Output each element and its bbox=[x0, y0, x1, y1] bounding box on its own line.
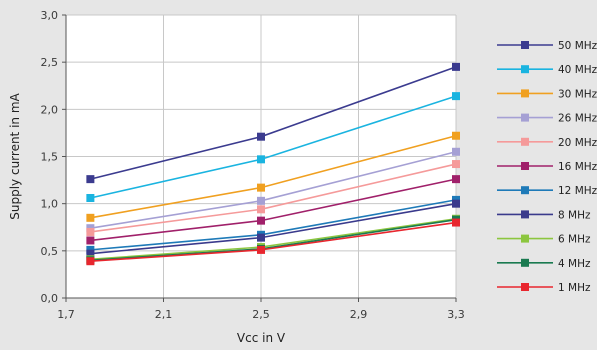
y-tick-label: 1,0 bbox=[41, 198, 59, 211]
x-tick-label: 3,3 bbox=[447, 308, 465, 321]
x-tick-label: 2,5 bbox=[252, 308, 270, 321]
data-point-marker bbox=[257, 196, 265, 205]
legend-label: 40 MHz bbox=[558, 64, 597, 76]
x-tick-label: 2,9 bbox=[350, 308, 368, 321]
data-point-marker bbox=[257, 216, 265, 225]
x-tick-label: 1,7 bbox=[57, 308, 75, 321]
y-tick-label: 2,0 bbox=[41, 103, 59, 116]
legend-marker bbox=[521, 283, 529, 291]
data-point-marker bbox=[86, 249, 95, 258]
data-point-marker bbox=[452, 62, 460, 71]
data-point-marker bbox=[257, 205, 265, 214]
data-point-marker bbox=[86, 257, 95, 266]
data-point-marker bbox=[86, 227, 95, 236]
legend-label: 4 MHz bbox=[558, 258, 591, 270]
data-point-marker bbox=[452, 160, 460, 169]
y-tick-label: 1,5 bbox=[41, 151, 59, 164]
data-point-marker bbox=[86, 194, 95, 203]
data-point-marker bbox=[452, 131, 460, 140]
y-tick-label: 0,5 bbox=[41, 245, 59, 258]
legend-marker bbox=[521, 234, 529, 243]
data-point-marker bbox=[452, 147, 460, 156]
data-point-marker bbox=[452, 218, 460, 227]
legend-label: 8 MHz bbox=[558, 209, 591, 221]
legend-marker bbox=[521, 186, 529, 195]
legend-label: 1 MHz bbox=[558, 282, 591, 294]
data-point-marker bbox=[257, 183, 265, 192]
data-point-marker bbox=[257, 233, 265, 242]
data-point-marker bbox=[452, 199, 460, 208]
legend-label: 6 MHz bbox=[558, 234, 591, 246]
legend-label: 30 MHz bbox=[558, 88, 597, 100]
y-tick-label: 0,0 bbox=[41, 292, 59, 305]
y-axis-title: Supply current in mA bbox=[8, 92, 22, 219]
legend-marker bbox=[521, 113, 529, 122]
legend-label: 12 MHz bbox=[558, 185, 597, 197]
data-point-marker bbox=[86, 175, 95, 184]
legend-label: 50 MHz bbox=[558, 40, 597, 52]
legend-label: 26 MHz bbox=[558, 113, 597, 125]
x-axis-title: Vcc in V bbox=[237, 331, 286, 345]
legend-marker bbox=[521, 89, 529, 98]
legend-marker bbox=[521, 65, 529, 74]
legend-marker bbox=[521, 41, 529, 49]
legend-label: 20 MHz bbox=[558, 137, 597, 149]
data-point-marker bbox=[257, 245, 265, 254]
y-tick-label: 3,0 bbox=[41, 9, 59, 22]
data-point-marker bbox=[86, 213, 95, 222]
x-tick-label: 2,1 bbox=[155, 308, 173, 321]
y-tick-label: 2,5 bbox=[41, 56, 59, 69]
legend-marker bbox=[521, 162, 529, 170]
legend-marker bbox=[521, 210, 529, 219]
data-point-marker bbox=[257, 155, 265, 164]
data-point-marker bbox=[86, 236, 95, 245]
data-point-marker bbox=[452, 92, 460, 101]
data-point-marker bbox=[452, 175, 460, 184]
data-point-marker bbox=[257, 132, 265, 141]
legend-marker bbox=[521, 137, 529, 146]
legend-marker bbox=[521, 258, 529, 267]
legend-label: 16 MHz bbox=[558, 161, 597, 173]
